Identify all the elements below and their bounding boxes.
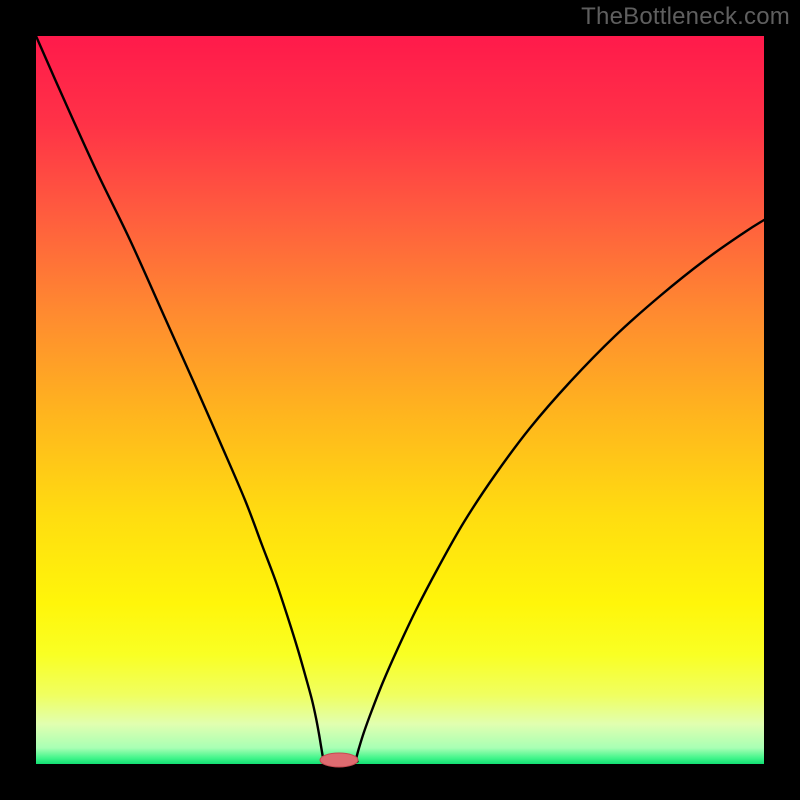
watermark-text: TheBottleneck.com <box>581 3 790 31</box>
chart-svg <box>0 0 800 800</box>
optimum-marker <box>320 753 358 767</box>
plot-background <box>36 36 764 764</box>
